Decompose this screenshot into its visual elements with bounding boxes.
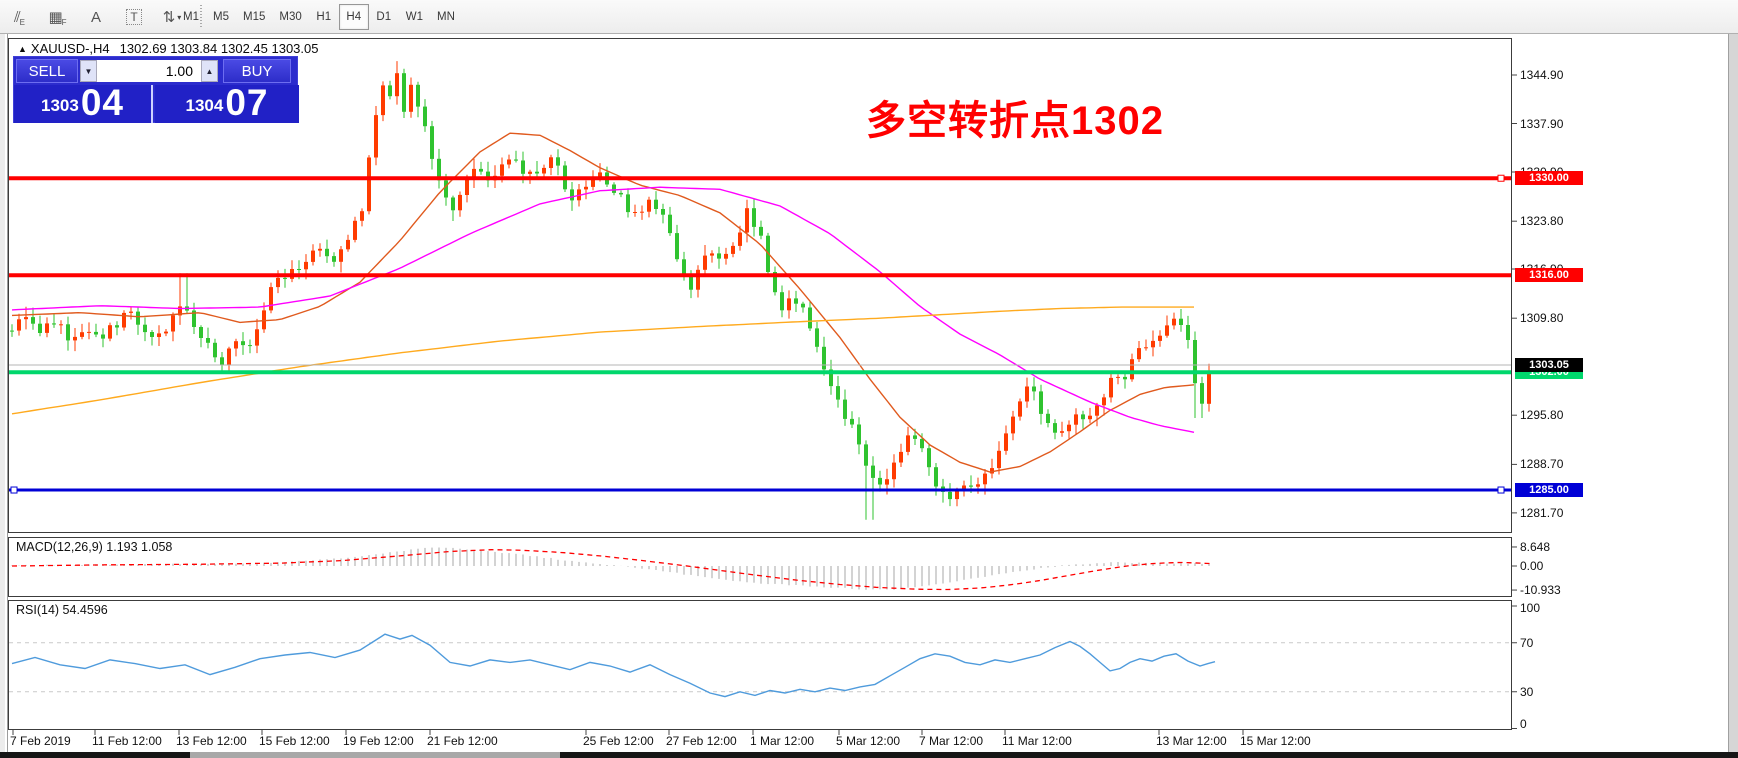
timeframe-buttons: M1 M5 M15 M30 H1 H4 D1 W1 MN bbox=[176, 3, 462, 31]
buy-button[interactable]: BUY bbox=[223, 59, 291, 83]
hatch-e-glyph: ⫽ bbox=[13, 8, 21, 26]
x-axis-label: 13 Mar 12:00 bbox=[1156, 734, 1227, 748]
arrange-icon[interactable]: ⇅ ▾ bbox=[162, 9, 182, 26]
y-axis-tick: 1323.80 bbox=[1520, 214, 1564, 229]
hline-price-tag: 1285.00 bbox=[1515, 483, 1583, 498]
timeframe-button-m1[interactable]: M1 bbox=[183, 11, 199, 23]
x-axis-label: 25 Feb 12:00 bbox=[583, 734, 654, 748]
timeframe-button-h1[interactable]: H1 bbox=[316, 11, 332, 23]
x-axis-label: 7 Mar 12:00 bbox=[919, 734, 984, 748]
ohlc-values: 1302.69 1303.84 1302.45 1303.05 bbox=[119, 41, 319, 56]
y-axis-tick: 1281.70 bbox=[1520, 505, 1564, 520]
current-price-tag: 1303.05 bbox=[1515, 357, 1583, 372]
textbox-t-icon[interactable]: T bbox=[120, 4, 148, 30]
macd-axis-tick: 8.648 bbox=[1520, 539, 1551, 554]
rsi-axis-tick: 0 bbox=[1520, 717, 1527, 731]
chevron-down-icon: ▾ bbox=[177, 12, 182, 22]
x-axis-label: 21 Feb 12:00 bbox=[427, 734, 498, 748]
toolbar-separator bbox=[200, 5, 202, 29]
x-axis-label: 1 Mar 12:00 bbox=[750, 734, 815, 748]
taskbar-sliver bbox=[0, 752, 1738, 758]
macd-axis-tick: -10.933 bbox=[1520, 583, 1561, 598]
y-axis-tick: 1295.80 bbox=[1520, 408, 1564, 423]
volume-up-button[interactable]: ▲ bbox=[201, 60, 218, 82]
timeframe-button-m30[interactable]: M30 bbox=[279, 11, 302, 23]
font-a-icon[interactable]: A bbox=[90, 8, 101, 26]
y-axis-tick: 1309.80 bbox=[1520, 311, 1564, 326]
grid-f-glyph: ▦ bbox=[48, 9, 63, 26]
x-axis-label: 5 Mar 12:00 bbox=[836, 734, 901, 748]
hline-price-tag: 1316.00 bbox=[1515, 268, 1583, 283]
buy-price-display[interactable]: 1304 07 bbox=[155, 84, 299, 123]
rsi-axis-tick: 100 bbox=[1520, 601, 1541, 615]
symbol-triangle-icon: ▲ bbox=[18, 44, 27, 54]
hatch-e-icon[interactable]: ⫽ E bbox=[13, 8, 26, 27]
x-axis-label: 13 Feb 12:00 bbox=[176, 734, 247, 748]
chart-header: ▲ XAUUSD-,H4 1302.69 1303.84 1302.45 1303.… bbox=[18, 41, 318, 56]
window-left-edge bbox=[0, 34, 8, 752]
timeframe-button-d1[interactable]: D1 bbox=[376, 11, 392, 23]
volume-stepper: ▼ 1.00 ▲ bbox=[80, 59, 218, 83]
x-axis-label: 15 Feb 12:00 bbox=[259, 734, 330, 748]
y-axis-tick: 1344.90 bbox=[1520, 68, 1564, 82]
x-axis-label: 11 Mar 12:00 bbox=[1002, 734, 1072, 748]
x-axis-label: 11 Feb 12:00 bbox=[92, 734, 162, 748]
sell-button[interactable]: SELL bbox=[16, 59, 78, 83]
toolbar: ⫽ E ▦ F A T ⇅ ▾ M1 M5 M15 M30 H1 H4 D1 W1 MN bbox=[0, 0, 1738, 34]
volume-down-button[interactable]: ▼ bbox=[80, 60, 97, 82]
grid-f-icon[interactable]: ▦ F bbox=[48, 9, 67, 27]
macd-panel[interactable] bbox=[8, 537, 1512, 597]
window-right-edge bbox=[1728, 34, 1738, 752]
timeframe-button-w1[interactable]: W1 bbox=[405, 11, 423, 23]
macd-label: MACD(12,26,9) 1.193 1.058 bbox=[16, 540, 173, 554]
timeframe-button-m5[interactable]: M5 bbox=[213, 11, 229, 23]
volume-input[interactable]: 1.00 bbox=[97, 60, 201, 82]
timeframe-button-mn[interactable]: MN bbox=[437, 11, 455, 23]
rsi-axis-tick: 30 bbox=[1520, 684, 1534, 699]
hline-price-tag: 1330.00 bbox=[1515, 171, 1583, 186]
timeframe-button-h4[interactable]: H4 bbox=[338, 4, 369, 30]
y-axis-tick: 1337.90 bbox=[1520, 116, 1564, 131]
rsi-label: RSI(14) 54.4596 bbox=[16, 603, 108, 617]
sell-price-display[interactable]: 1303 04 bbox=[14, 84, 153, 123]
x-axis-label: 19 Feb 12:00 bbox=[343, 734, 414, 748]
one-click-trading-panel: SELL ▼ 1.00 ▲ BUY 1303 04 1304 07 bbox=[13, 56, 299, 123]
macd-axis-tick: 0.00 bbox=[1520, 559, 1544, 573]
x-axis-label: 27 Feb 12:00 bbox=[666, 734, 737, 748]
y-axis-tick: 1288.70 bbox=[1520, 457, 1564, 472]
x-axis-label: 15 Mar 12:00 bbox=[1240, 734, 1311, 748]
timeframe-button-m15[interactable]: M15 bbox=[243, 11, 266, 23]
chart-annotation-text: 多空转折点1302 bbox=[866, 99, 1164, 143]
rsi-axis-tick: 70 bbox=[1520, 635, 1534, 650]
rsi-panel[interactable] bbox=[8, 600, 1512, 730]
symbol-label: XAUUSD-,H4 bbox=[30, 41, 110, 56]
toolbar-icon-group: ⫽ E ▦ F A T ⇅ ▾ bbox=[6, 0, 202, 34]
x-axis-label: 7 Feb 2019 bbox=[10, 734, 71, 748]
